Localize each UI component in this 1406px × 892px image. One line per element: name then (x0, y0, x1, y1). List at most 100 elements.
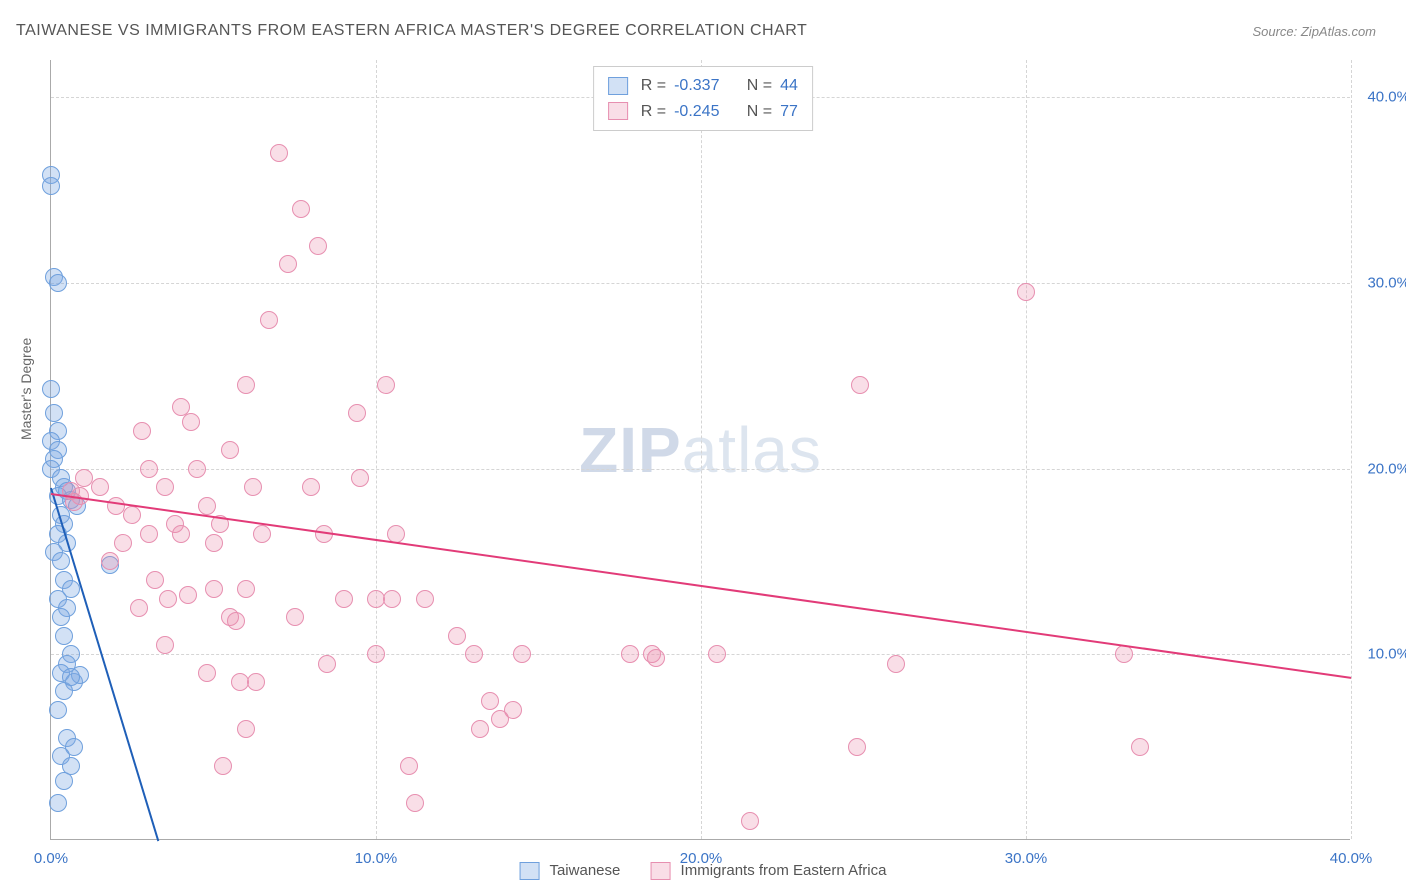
x-tick-label: 30.0% (1005, 850, 1048, 867)
y-tick-label: 40.0% (1355, 89, 1406, 106)
data-point-taiwanese (45, 404, 63, 422)
data-point-immigrants (279, 255, 297, 273)
data-point-immigrants (416, 590, 434, 608)
data-point-immigrants (1017, 283, 1035, 301)
data-point-immigrants (286, 608, 304, 626)
data-point-immigrants (1131, 738, 1149, 756)
data-point-immigrants (205, 534, 223, 552)
legend-stats-row-1: R = -0.337 N = 44 (608, 73, 798, 99)
data-point-immigrants (851, 376, 869, 394)
legend-item-immigrants: Immigrants from Eastern Africa (650, 862, 886, 880)
data-point-immigrants (309, 237, 327, 255)
grid-line-v (376, 60, 377, 839)
data-point-taiwanese (49, 274, 67, 292)
data-point-immigrants (159, 590, 177, 608)
data-point-immigrants (182, 413, 200, 431)
chart-title: TAIWANESE VS IMMIGRANTS FROM EASTERN AFR… (16, 22, 807, 40)
data-point-taiwanese (62, 757, 80, 775)
data-point-immigrants (205, 580, 223, 598)
r-label: R = (636, 99, 666, 125)
grid-line-v (1026, 60, 1027, 839)
data-point-immigrants (91, 478, 109, 496)
grid-line-v (1351, 60, 1352, 839)
y-tick-label: 10.0% (1355, 646, 1406, 663)
data-point-taiwanese (42, 177, 60, 195)
data-point-immigrants (741, 812, 759, 830)
data-point-immigrants (848, 738, 866, 756)
grid-line-v (701, 60, 702, 839)
legend-stats-box: R = -0.337 N = 44 R = -0.245 N = 77 (593, 66, 813, 131)
data-point-immigrants (237, 376, 255, 394)
y-tick-label: 20.0% (1355, 460, 1406, 477)
data-point-immigrants (491, 710, 509, 728)
data-point-immigrants (214, 757, 232, 775)
data-point-immigrants (253, 525, 271, 543)
r-value-2: -0.245 (674, 99, 734, 125)
y-axis-label: Master's Degree (18, 338, 34, 440)
data-point-taiwanese (49, 794, 67, 812)
data-point-taiwanese (62, 668, 80, 686)
data-point-immigrants (107, 497, 125, 515)
data-point-immigrants (481, 692, 499, 710)
data-point-immigrants (130, 599, 148, 617)
legend-swatch-immigrants-icon (650, 862, 670, 880)
data-point-immigrants (400, 757, 418, 775)
data-point-immigrants (140, 460, 158, 478)
n-label: N = (742, 73, 772, 99)
x-tick-label: 10.0% (355, 850, 398, 867)
data-point-immigrants (351, 469, 369, 487)
data-point-immigrants (335, 590, 353, 608)
data-point-immigrants (1115, 645, 1133, 663)
n-value-2: 77 (780, 99, 798, 125)
legend-swatch-taiwanese (608, 77, 628, 95)
data-point-immigrants (708, 645, 726, 663)
data-point-immigrants (123, 506, 141, 524)
data-point-immigrants (887, 655, 905, 673)
data-point-immigrants (647, 649, 665, 667)
data-point-immigrants (146, 571, 164, 589)
x-tick-label: 40.0% (1330, 850, 1373, 867)
data-point-immigrants (292, 200, 310, 218)
data-point-immigrants (448, 627, 466, 645)
source-attribution: Source: ZipAtlas.com (1252, 24, 1376, 39)
data-point-immigrants (101, 552, 119, 570)
y-tick-label: 30.0% (1355, 274, 1406, 291)
plot-area: ZIPatlas 10.0%20.0%30.0%40.0%0.0%10.0%20… (50, 60, 1350, 840)
data-point-immigrants (188, 460, 206, 478)
data-point-immigrants (621, 645, 639, 663)
data-point-immigrants (377, 376, 395, 394)
data-point-immigrants (260, 311, 278, 329)
data-point-immigrants (348, 404, 366, 422)
n-label: N = (742, 99, 772, 125)
legend-swatch-taiwanese-icon (520, 862, 540, 880)
data-point-immigrants (156, 478, 174, 496)
data-point-immigrants (406, 794, 424, 812)
legend-bottom: Taiwanese Immigrants from Eastern Africa (520, 862, 887, 880)
data-point-immigrants (172, 525, 190, 543)
data-point-immigrants (140, 525, 158, 543)
watermark-zip: ZIP (579, 414, 682, 486)
data-point-immigrants (237, 720, 255, 738)
data-point-immigrants (237, 580, 255, 598)
data-point-immigrants (221, 441, 239, 459)
data-point-immigrants (156, 636, 174, 654)
legend-swatch-immigrants (608, 102, 628, 120)
data-point-immigrants (513, 645, 531, 663)
n-value-1: 44 (780, 73, 798, 99)
data-point-immigrants (247, 673, 265, 691)
data-point-immigrants (367, 645, 385, 663)
legend-stats-row-2: R = -0.245 N = 77 (608, 99, 798, 125)
data-point-taiwanese (55, 627, 73, 645)
data-point-immigrants (227, 612, 245, 630)
data-point-immigrants (302, 478, 320, 496)
data-point-immigrants (179, 586, 197, 604)
data-point-immigrants (465, 645, 483, 663)
data-point-taiwanese (52, 552, 70, 570)
watermark-atlas: atlas (682, 414, 822, 486)
data-point-immigrants (244, 478, 262, 496)
r-value-1: -0.337 (674, 73, 734, 99)
legend-label-2: Immigrants from Eastern Africa (681, 862, 887, 879)
legend-item-taiwanese: Taiwanese (520, 862, 621, 880)
data-point-immigrants (198, 664, 216, 682)
data-point-immigrants (471, 720, 489, 738)
